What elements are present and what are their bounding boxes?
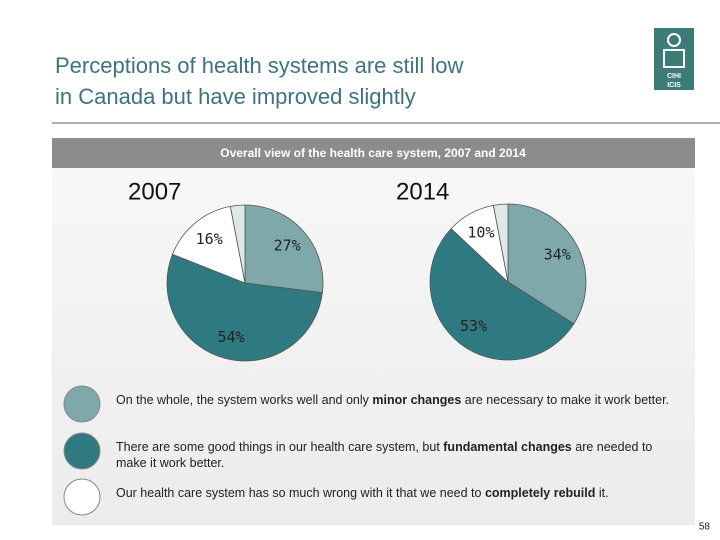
logo-text: CIHI [667, 73, 681, 80]
panel [52, 168, 695, 525]
legend-swatch [63, 432, 101, 470]
legend-run: are necessary to make it work better. [461, 393, 670, 407]
legend-run: it. [595, 486, 609, 500]
title-line: Perceptions of health systems are still … [55, 53, 464, 78]
value-label: 54% [217, 328, 244, 346]
value-label: 53% [460, 317, 487, 335]
pie-slice [171, 205, 246, 284]
legend-swatch [63, 385, 101, 423]
pie-title: 2007 [128, 178, 181, 205]
page-number: 58 [699, 522, 711, 533]
value-label: 27% [274, 236, 301, 254]
slide-title: Perceptions of health systems are still … [55, 50, 463, 112]
legend-text: There are some good things in our health… [116, 439, 686, 471]
value-label: 10% [467, 223, 494, 241]
panel-header [52, 138, 695, 168]
pie-slice [244, 204, 324, 294]
logo-text: ICIS [667, 82, 681, 89]
legend-run: minor changes [372, 393, 462, 407]
legend-run: fundamental changes [443, 440, 572, 454]
legend-run: On the whole, the system works well and … [116, 393, 373, 407]
pie-slice [229, 204, 246, 284]
pie-slice [429, 228, 575, 361]
logo [654, 28, 694, 90]
legend-run: completely rebuild [484, 486, 596, 500]
pie-slice [166, 253, 323, 362]
panel-title: Overall view of the health care system, … [220, 146, 526, 160]
pie-slice [507, 203, 587, 325]
legend-text: Our health care system has so much wrong… [116, 485, 686, 501]
legend-run: There are some good things in our health… [116, 440, 444, 454]
pie-title: 2014 [396, 178, 449, 205]
legend-run: are needed to make it work better. [116, 440, 653, 470]
legend-run: Our health care system has so much wrong… [116, 486, 485, 500]
pie-slice [492, 203, 509, 283]
logo-mark [667, 33, 681, 47]
legend-text: On the whole, the system works well and … [116, 392, 686, 408]
value-label: 16% [196, 230, 223, 248]
title-line: in Canada but have improved slightly [55, 84, 416, 109]
value-label: 34% [544, 245, 571, 263]
logo-mark [663, 49, 685, 68]
legend-swatch [63, 478, 101, 516]
